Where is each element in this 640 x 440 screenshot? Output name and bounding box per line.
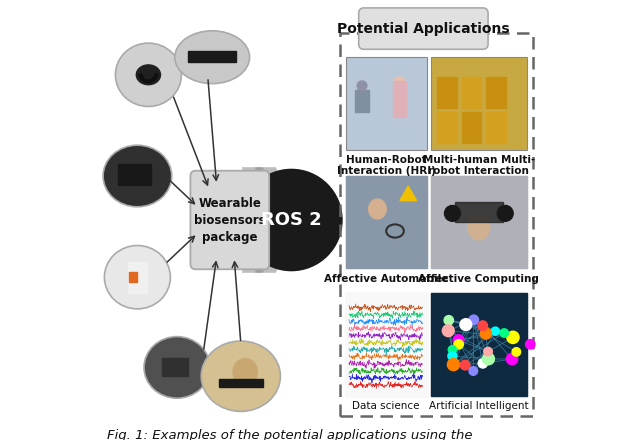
Ellipse shape <box>136 65 161 84</box>
Circle shape <box>507 331 519 344</box>
Bar <box>461 112 481 143</box>
Circle shape <box>481 328 492 339</box>
Circle shape <box>506 353 518 365</box>
Bar <box>346 176 427 268</box>
Text: Multi-human Multi-
robot Interaction: Multi-human Multi- robot Interaction <box>422 155 535 176</box>
Bar <box>118 164 150 185</box>
Bar <box>431 293 527 396</box>
Ellipse shape <box>103 145 172 207</box>
Polygon shape <box>255 167 297 273</box>
Bar <box>431 176 527 268</box>
Bar <box>128 262 147 293</box>
Circle shape <box>478 321 488 330</box>
Circle shape <box>241 169 342 271</box>
Bar <box>346 57 427 150</box>
Ellipse shape <box>175 31 250 84</box>
Ellipse shape <box>144 337 210 398</box>
Text: Artificial Intelligent: Artificial Intelligent <box>429 401 529 411</box>
Bar <box>346 293 427 396</box>
Text: Affective Automobile: Affective Automobile <box>324 274 449 284</box>
Ellipse shape <box>369 199 386 219</box>
Circle shape <box>448 345 456 354</box>
Text: Potential Applications: Potential Applications <box>337 22 509 36</box>
Text: Fig. 1: Examples of the potential applications using the: Fig. 1: Examples of the potential applic… <box>107 429 472 440</box>
Bar <box>161 358 188 376</box>
Circle shape <box>453 335 464 345</box>
Ellipse shape <box>468 213 490 240</box>
Bar <box>346 176 427 268</box>
Circle shape <box>460 360 470 370</box>
Bar <box>486 77 506 108</box>
Circle shape <box>484 347 492 356</box>
Ellipse shape <box>201 341 280 411</box>
Circle shape <box>454 340 463 349</box>
Text: Human-Robot
Interaction (HRI): Human-Robot Interaction (HRI) <box>337 155 436 176</box>
Circle shape <box>444 315 453 325</box>
Text: Data science: Data science <box>353 401 420 411</box>
Ellipse shape <box>115 43 181 106</box>
Bar <box>346 293 427 396</box>
Bar <box>438 77 458 108</box>
Bar <box>129 272 136 282</box>
Circle shape <box>442 325 454 337</box>
Text: Affective Computing: Affective Computing <box>419 274 540 284</box>
Ellipse shape <box>357 81 367 91</box>
Ellipse shape <box>394 77 405 86</box>
Circle shape <box>500 329 508 337</box>
Ellipse shape <box>233 359 257 385</box>
Bar <box>431 57 527 150</box>
Circle shape <box>492 327 499 335</box>
Bar <box>431 176 527 268</box>
Circle shape <box>447 359 460 370</box>
Circle shape <box>512 348 520 356</box>
Circle shape <box>445 205 460 221</box>
Bar <box>219 379 263 387</box>
Bar <box>454 202 503 222</box>
Bar <box>431 293 527 396</box>
Bar <box>355 90 369 112</box>
Bar <box>486 112 506 143</box>
Circle shape <box>469 315 479 325</box>
FancyBboxPatch shape <box>191 171 269 269</box>
Circle shape <box>460 319 472 330</box>
Ellipse shape <box>104 246 170 309</box>
Bar <box>393 81 406 117</box>
Circle shape <box>525 340 535 349</box>
FancyBboxPatch shape <box>358 8 488 49</box>
Bar <box>438 112 458 143</box>
Circle shape <box>483 353 494 365</box>
Polygon shape <box>242 167 284 273</box>
Text: ROS 2: ROS 2 <box>261 211 322 229</box>
Circle shape <box>469 367 477 375</box>
Bar <box>188 51 236 62</box>
Circle shape <box>497 205 513 221</box>
Text: Wearable
biosensors
package: Wearable biosensors package <box>194 197 266 243</box>
Circle shape <box>448 352 457 360</box>
Bar <box>461 77 481 108</box>
Circle shape <box>478 359 488 368</box>
